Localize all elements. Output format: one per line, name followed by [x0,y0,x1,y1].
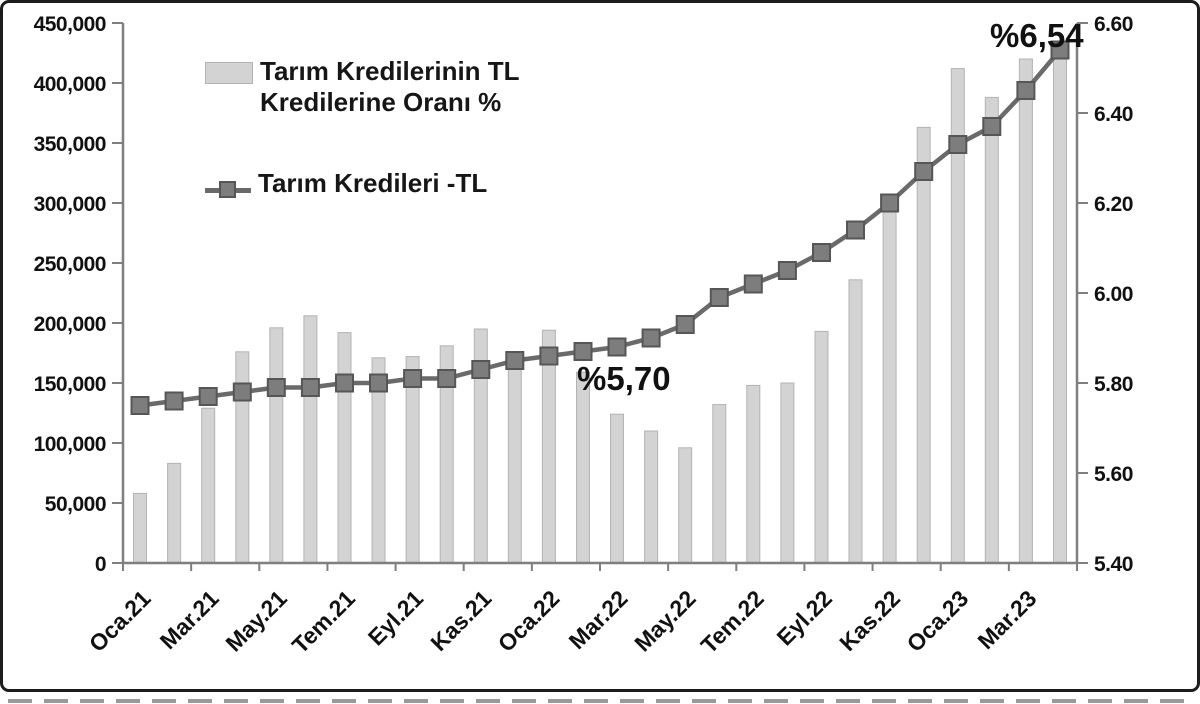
line-marker [846,220,865,240]
right-axis-tick-label: 6.40 [1094,103,1133,126]
line-marker [198,387,218,406]
right-axis-tick-label: 5.80 [1094,373,1133,396]
line-marker [471,360,491,379]
bar [1018,58,1033,564]
bar [201,407,216,564]
line-marker [607,337,627,357]
left-axis-tick-label: 450,000 [34,13,106,36]
bar [576,371,590,564]
legend: Tarım Kredilerinin TL Kredilerine Oranı … [205,56,520,198]
left-axis-tick-label: 250,000 [34,253,106,276]
annotation-mid-value: %5,70 [577,360,671,397]
line-marker [130,396,150,415]
bar [507,354,522,564]
right-axis-tick-label: 5.60 [1094,463,1133,486]
x-axis-tick-label: Oca.22 [493,585,565,657]
left-axis-tick-label: 350,000 [34,133,106,156]
bar [848,279,863,564]
x-axis-tick-label: Mar.23 [972,585,1041,654]
x-axis-tick-label: Kas.22 [834,585,905,656]
left-axis-tick-label: 50,000 [45,493,106,516]
line-marker [1050,40,1070,60]
line-marker [539,346,559,366]
line-marker [880,193,900,213]
line-marker [675,315,695,334]
left-axis-tick-label: 400,000 [34,73,106,96]
line-marker [812,243,831,262]
x-axis-tick-label: Kas.21 [425,585,496,656]
legend-bars-label-line1: Tarım Kredilerinin TL [260,56,520,86]
right-axis-tick-label: 5.40 [1094,553,1133,576]
bar [644,430,659,564]
markers-group [130,40,1070,415]
line-marker [641,328,661,348]
bar [814,330,829,564]
bar [746,384,761,564]
legend-entry-line: Tarım Kredileri -TL [205,168,487,199]
line-marker [164,391,184,411]
line-marker [1016,81,1036,100]
line-marker [300,378,320,397]
bar [984,96,999,564]
x-axis-tick-label: Oca.21 [84,585,156,657]
x-axis-tick-label: Eyl.21 [363,585,429,651]
right-axis-tick-label: 6.00 [1094,283,1133,306]
line-marker [505,351,525,370]
line-marker [982,117,1002,136]
legend-entry-bars: Tarım Kredilerinin TL Kredilerine Oranı … [205,56,520,118]
line-marker [403,369,423,388]
legend-bars-label: Tarım Kredilerinin TL Kredilerine Oranı … [260,56,520,118]
line-marker [437,369,457,388]
bottom-dashed-line [8,699,1192,703]
line-marker [232,382,252,402]
bar [337,332,352,564]
line-marker [948,135,968,154]
ratio-line [139,48,1062,408]
left-axis-tick-label: 200,000 [34,313,106,336]
bar [269,327,284,564]
line-series-swatch-icon [205,180,251,198]
bar [780,382,795,564]
x-axis-tick-label: Oca.23 [902,585,974,657]
line-marker [573,342,593,361]
bar [916,126,931,564]
right-axis-tick-label: 6.60 [1094,13,1133,36]
bar [1053,50,1067,564]
bar [167,462,182,564]
line-marker [914,162,934,181]
x-axis-tick-label: May.21 [220,585,292,657]
left-axis-tick-label: 0 [95,553,106,576]
bar [712,404,727,564]
legend-bars-label-line2: Kredilerine Oranı % [260,87,502,117]
annotation-end-value: %6,54 [990,17,1084,54]
line-marker [743,274,763,294]
bar [133,492,147,564]
x-axis-tick-label: Tem.22 [696,585,769,658]
left-axis-tick-label: 100,000 [34,433,106,456]
legend-line-label: Tarım Kredileri -TL [258,168,488,198]
x-axis-tick-label: Mar.21 [155,585,224,654]
line-marker [335,373,354,393]
bar [610,413,624,564]
x-axis-tick-label: Eyl.22 [772,585,837,650]
bars-group [133,50,1067,564]
line-marker [709,288,729,307]
right-axis-tick-label: 6.20 [1094,193,1133,216]
x-axis-tick-label: Mar.22 [564,585,633,654]
left-axis-tick-label: 150,000 [34,373,106,396]
bar [882,198,897,564]
bar [303,315,318,564]
line-marker [777,261,797,280]
x-axis-tick-label: Tem.21 [287,585,360,658]
line-marker-icon [219,180,236,198]
ticks-group [112,22,1088,571]
left-axis-tick-label: 300,000 [34,193,106,216]
line-marker [369,373,388,393]
x-axis-tick-label: May.22 [629,585,700,656]
bar [678,447,693,564]
bar-series-swatch-icon [205,62,253,84]
line-marker [266,378,286,397]
